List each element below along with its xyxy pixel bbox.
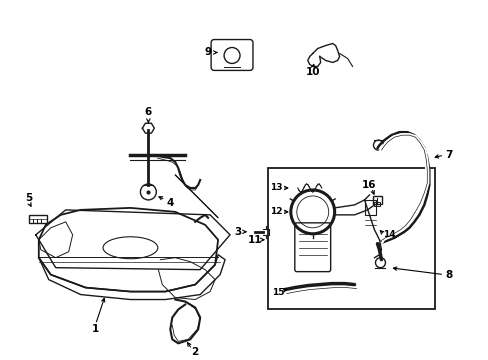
Text: 10: 10 [305, 67, 319, 77]
Text: 14: 14 [382, 230, 395, 239]
Text: 9: 9 [204, 48, 211, 58]
Text: 4: 4 [166, 198, 174, 208]
Text: 7: 7 [445, 150, 452, 160]
Text: 8: 8 [445, 270, 452, 280]
Bar [372, 196, 382, 204]
Text: 13: 13 [269, 184, 282, 193]
Text: 15: 15 [271, 288, 284, 297]
Text: 2: 2 [191, 347, 199, 357]
Bar [267, 168, 434, 310]
Bar [29, 215, 47, 223]
Text: 1: 1 [92, 324, 99, 334]
Text: 12: 12 [269, 207, 282, 216]
Text: 6: 6 [144, 107, 152, 117]
Text: 3: 3 [234, 227, 241, 237]
Text: 5: 5 [25, 193, 32, 203]
Bar [374, 202, 380, 206]
Text: 11: 11 [247, 235, 262, 245]
Bar [364, 200, 376, 215]
Text: 16: 16 [362, 180, 376, 190]
